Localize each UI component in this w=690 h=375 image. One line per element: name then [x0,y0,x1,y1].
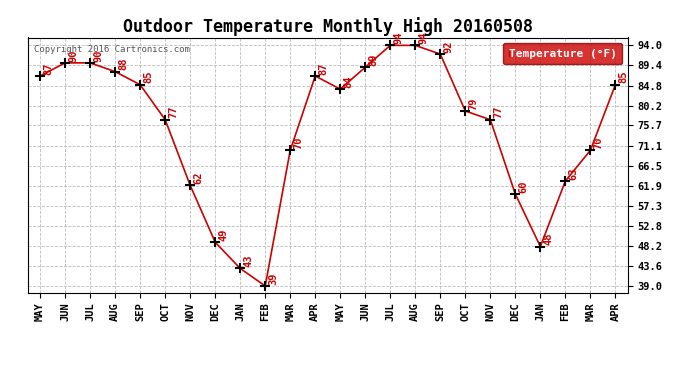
Text: 48: 48 [543,233,553,245]
Text: 70: 70 [593,136,603,149]
Text: 87: 87 [318,62,328,75]
Text: 79: 79 [469,97,478,109]
Text: 90: 90 [93,49,103,62]
Text: 70: 70 [293,136,303,149]
Text: 88: 88 [118,58,128,70]
Title: Outdoor Temperature Monthly High 20160508: Outdoor Temperature Monthly High 2016050… [123,17,533,36]
Text: 39: 39 [268,272,278,285]
Text: 43: 43 [243,255,253,267]
Text: 77: 77 [168,106,178,118]
Text: Copyright 2016 Cartronics.com: Copyright 2016 Cartronics.com [34,45,190,54]
Text: 49: 49 [218,228,228,241]
Text: 84: 84 [343,75,353,88]
Text: 85: 85 [618,71,629,83]
Text: 62: 62 [193,171,203,184]
Legend: Temperature (°F): Temperature (°F) [503,43,622,64]
Text: 60: 60 [518,180,529,193]
Text: 77: 77 [493,106,503,118]
Text: 92: 92 [443,40,453,53]
Text: 94: 94 [393,32,403,44]
Text: 90: 90 [68,49,78,62]
Text: 94: 94 [418,32,428,44]
Text: 89: 89 [368,53,378,66]
Text: 87: 87 [43,62,53,75]
Text: 85: 85 [143,71,153,83]
Text: 63: 63 [569,167,578,180]
